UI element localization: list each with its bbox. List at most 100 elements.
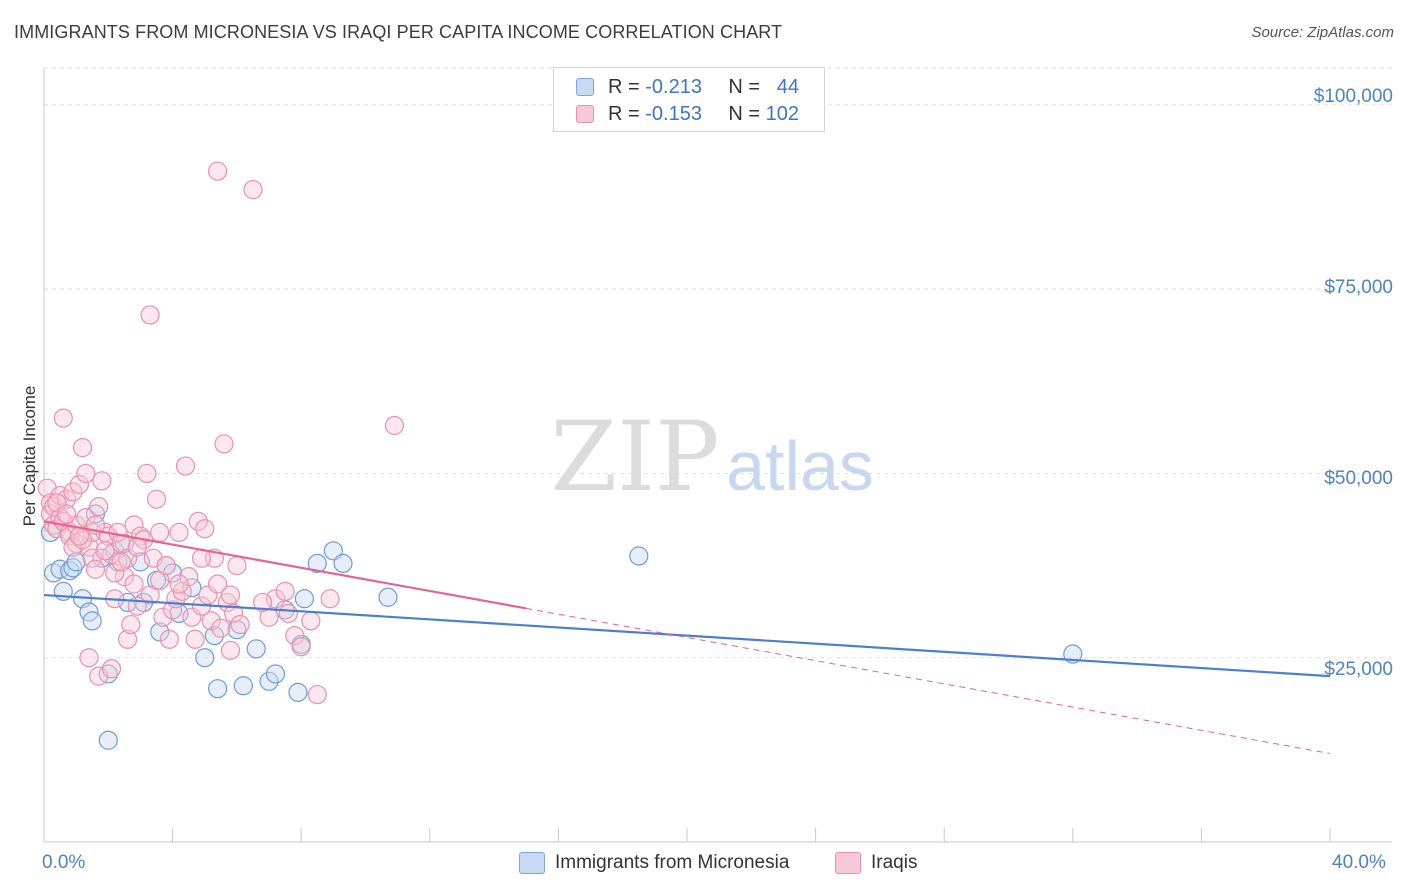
- point-iraqis: [79, 537, 99, 557]
- source-credit: Source: ZipAtlas.com: [1251, 24, 1394, 41]
- point-iraqis: [117, 629, 138, 649]
- point-micronesia: [233, 676, 253, 696]
- point-iraqis: [53, 408, 73, 428]
- trend-lines: [43, 520, 1331, 755]
- point-iraqis: [56, 489, 77, 509]
- point-iraqis: [92, 471, 112, 491]
- point-iraqis: [320, 589, 340, 609]
- legend-n-value: 44: [776, 75, 799, 98]
- chart-title: IMMIGRANTS FROM MICRONESIA VS IRAQI PER …: [14, 22, 783, 42]
- x-tick-label: 40.0%: [1332, 852, 1386, 873]
- legend-n-value: 102: [765, 102, 799, 125]
- point-iraqis: [278, 603, 298, 624]
- correlation-legend: R = -0.213 N = 44 R = -0.153 N = 102: [553, 67, 825, 132]
- bottom-legend-label: Immigrants from Micronesia: [555, 852, 790, 873]
- legend-r-value: -0.213: [645, 75, 702, 98]
- point-micronesia: [208, 679, 228, 699]
- point-micronesia: [265, 664, 286, 684]
- point-iraqis: [285, 625, 305, 646]
- bottom-legend-micronesia: Immigrants from Micronesia: [519, 852, 789, 874]
- legend-r-label: R =: [608, 75, 640, 98]
- point-micronesia: [117, 592, 138, 613]
- point-iraqis: [124, 574, 144, 594]
- point-iraqis: [101, 544, 122, 565]
- point-iraqis: [140, 305, 160, 325]
- point-iraqis: [243, 180, 263, 200]
- point-iraqis: [140, 585, 160, 605]
- gridlines: [44, 67, 1392, 659]
- point-iraqis: [208, 161, 228, 181]
- point-micronesia: [44, 563, 64, 583]
- point-iraqis: [179, 567, 199, 587]
- point-iraqis: [224, 603, 244, 624]
- point-iraqis: [307, 684, 327, 705]
- point-iraqis: [175, 456, 196, 476]
- point-iraqis: [89, 497, 109, 517]
- point-micronesia: [98, 730, 118, 750]
- point-micronesia: [182, 578, 202, 598]
- series-micronesia-points: [40, 504, 1083, 750]
- point-iraqis: [195, 519, 215, 539]
- point-iraqis: [137, 463, 157, 484]
- point-iraqis: [301, 611, 321, 631]
- y-tick-label: $75,000: [1324, 277, 1393, 298]
- point-iraqis: [79, 648, 99, 668]
- point-iraqis: [153, 607, 173, 627]
- point-micronesia: [227, 620, 247, 640]
- point-iraqis: [230, 614, 250, 635]
- point-micronesia: [82, 611, 102, 631]
- point-iraqis: [63, 537, 83, 557]
- point-iraqis: [214, 434, 234, 454]
- point-micronesia: [378, 587, 398, 607]
- point-iraqis: [211, 618, 231, 638]
- y-tick-label: $100,000: [1313, 86, 1393, 107]
- point-micronesia: [63, 558, 83, 578]
- x-tick-label: 0.0%: [42, 852, 86, 873]
- point-iraqis: [169, 574, 189, 594]
- point-iraqis: [40, 493, 61, 513]
- point-iraqis: [227, 555, 247, 576]
- point-iraqis: [198, 585, 218, 605]
- point-micronesia: [195, 648, 215, 668]
- point-iraqis: [111, 552, 131, 572]
- point-micronesia: [130, 552, 151, 572]
- bottom-swatch-blue: [519, 852, 545, 874]
- point-iraqis: [63, 482, 83, 502]
- point-iraqis: [114, 567, 134, 587]
- point-micronesia: [259, 671, 279, 691]
- point-iraqis: [185, 629, 205, 649]
- point-micronesia: [307, 553, 327, 573]
- point-iraqis: [182, 607, 202, 627]
- point-iraqis: [127, 537, 147, 557]
- point-micronesia: [246, 639, 266, 659]
- legend-swatch-blue: [576, 78, 594, 96]
- y-tick-label: $50,000: [1324, 468, 1393, 489]
- point-micronesia: [1063, 644, 1083, 664]
- point-iraqis: [384, 415, 405, 436]
- bottom-legend-iraqis: Iraqis: [835, 852, 917, 874]
- watermark-zip: ZIP: [550, 401, 719, 513]
- point-micronesia: [294, 589, 315, 609]
- point-iraqis: [95, 541, 115, 561]
- point-iraqis: [220, 640, 241, 660]
- axes: [43, 68, 1392, 843]
- point-iraqis: [121, 614, 141, 635]
- point-iraqis: [72, 530, 93, 550]
- point-iraqis: [150, 522, 170, 543]
- point-iraqis: [156, 555, 176, 576]
- point-iraqis: [163, 600, 183, 620]
- point-iraqis: [265, 589, 286, 609]
- trend-line-iraqis: [43, 520, 527, 610]
- point-iraqis: [56, 504, 77, 524]
- legend-r-value: -0.153: [645, 102, 702, 125]
- trend-line-iraqis-extrapolated: [526, 607, 1331, 755]
- point-iraqis: [117, 548, 138, 568]
- legend-row-blue: R = -0.213 N = 44: [576, 74, 799, 100]
- point-iraqis: [76, 463, 96, 484]
- point-iraqis: [253, 592, 273, 613]
- point-iraqis: [220, 585, 241, 605]
- point-iraqis: [85, 559, 106, 579]
- point-iraqis: [208, 574, 228, 594]
- point-iraqis: [146, 489, 167, 509]
